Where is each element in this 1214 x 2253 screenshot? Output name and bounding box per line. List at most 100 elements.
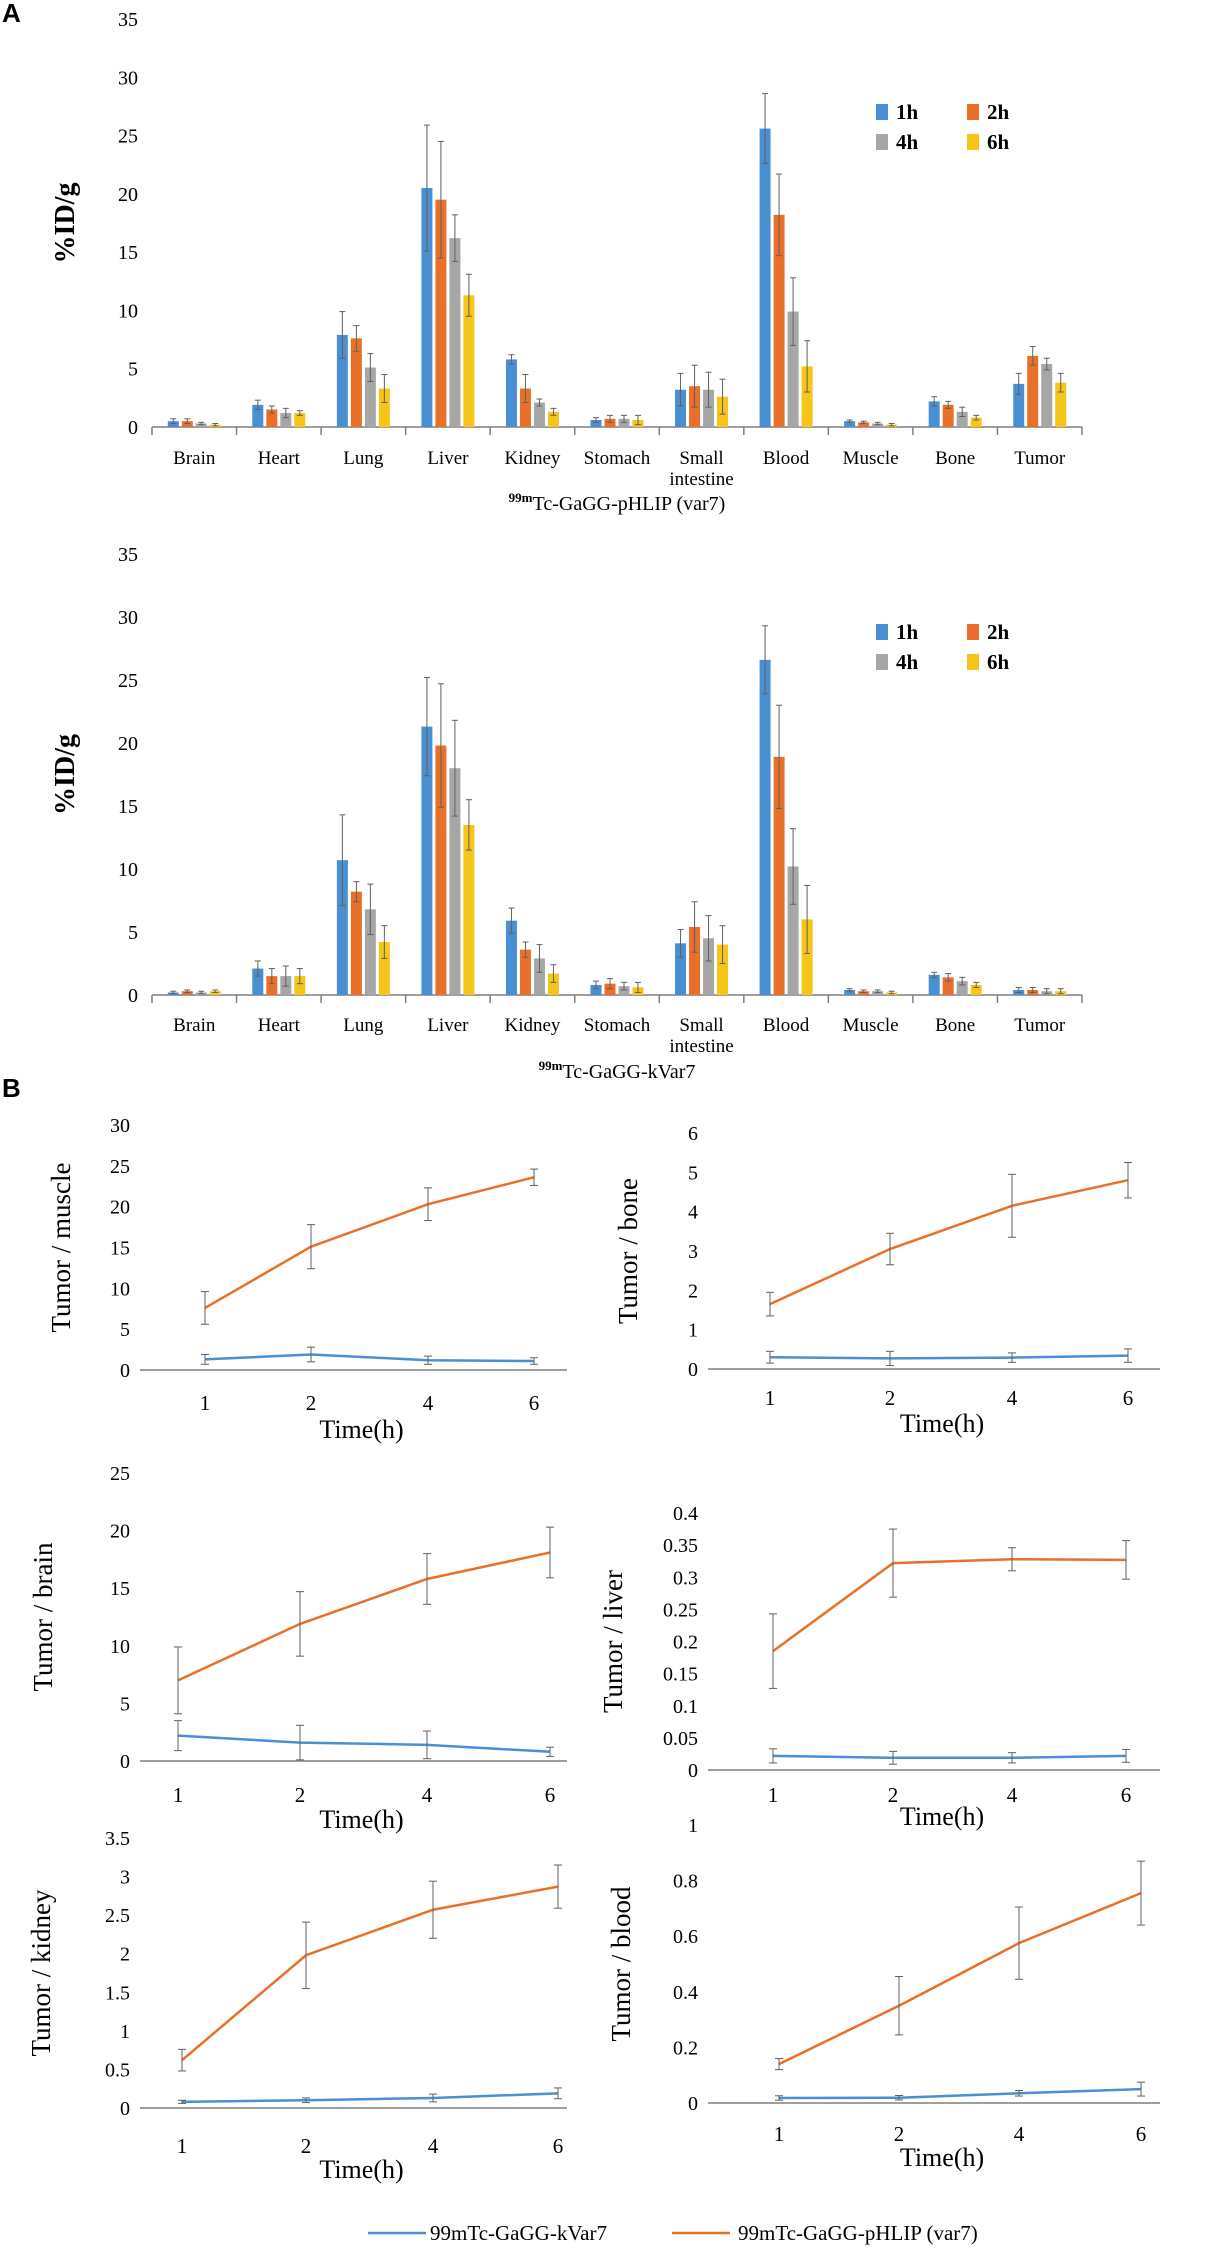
bar xyxy=(519,949,531,995)
bar xyxy=(604,983,616,995)
y-tick-label: 3.5 xyxy=(105,1828,130,1850)
category-label: Liver xyxy=(427,1015,469,1036)
bar xyxy=(703,389,715,427)
x-axis-title: 99mTc-GaGG-pHLIP (var7) xyxy=(509,490,726,515)
y-tick-label: 1 xyxy=(688,1320,698,1342)
x-tick-label: 1 xyxy=(200,1391,211,1415)
bar xyxy=(928,401,940,427)
category-label: Lung xyxy=(343,448,384,469)
legend-swatch xyxy=(967,624,979,640)
legend-swatch xyxy=(967,654,979,670)
bar-chart-2: 0 5 10 15 20 25 30 35 %ID/g Brain Heart Lung Liver Ki… xyxy=(50,544,1083,1083)
bar xyxy=(801,919,813,995)
y-tick-label: 5 xyxy=(688,1162,698,1184)
x-tick-label: 4 xyxy=(1007,1386,1018,1410)
x-tick-label: 2 xyxy=(885,1386,896,1410)
category-label: Tumor xyxy=(1014,1015,1066,1036)
bar xyxy=(209,991,221,995)
y-tick-label: 0 xyxy=(128,985,138,1007)
x-axis-title-main: Tc-GaGG-pHLIP (var7) xyxy=(533,493,726,515)
y-tick-label: 2 xyxy=(688,1280,698,1302)
category-label: Blood xyxy=(763,1015,810,1036)
x-axis-title: 99mTc-GaGG-kVar7 xyxy=(539,1058,696,1083)
line-chart-3: 0 5 10 15 20 25 Tumor / brain 1 2 4 6 Time(h) xyxy=(28,1463,567,1834)
y-tick-label: 35 xyxy=(118,9,138,31)
y-tick-label: 30 xyxy=(110,1115,130,1137)
series-line-phlip xyxy=(204,1176,535,1310)
bar-chart-1: 0 5 10 15 20 25 30 35 %ID/g Brain Heart Lung Liver Ki… xyxy=(50,9,1083,515)
bar xyxy=(970,984,982,995)
bar xyxy=(604,418,616,427)
legend-label: 6h xyxy=(987,130,1010,154)
bar xyxy=(463,295,475,427)
y-tick-label: 0.1 xyxy=(673,1696,698,1718)
bar xyxy=(350,338,362,427)
y-tick-label: 10 xyxy=(110,1636,130,1658)
x-tick-label: 1 xyxy=(765,1386,776,1410)
bar xyxy=(266,976,278,995)
bar xyxy=(844,989,856,995)
bar xyxy=(801,366,813,427)
category-label: Muscle xyxy=(843,1015,899,1036)
category-label: Heart xyxy=(258,448,301,469)
y-tick-label: 20 xyxy=(110,1197,130,1219)
bar xyxy=(449,238,461,427)
bar xyxy=(421,726,433,995)
y-tick-label: 25 xyxy=(110,1156,130,1178)
y-tick-label: 0.2 xyxy=(673,1632,698,1654)
legend-swatch xyxy=(967,134,979,150)
y-axis-title: Tumor / kidney xyxy=(26,1889,56,2057)
series-line-kvar7 xyxy=(177,1734,551,1754)
y-tick-label: 25 xyxy=(110,1463,130,1485)
bottom-legend: 99mTc-GaGG-kVar7 99mTc-GaGG-pHLIP (var7) xyxy=(368,2221,978,2245)
category-label: Stomach xyxy=(584,448,651,469)
y-tick-label: 15 xyxy=(118,242,138,264)
legend-label: 1h xyxy=(896,100,919,124)
y-tick-label: 25 xyxy=(118,126,138,148)
y-tick-label: 5 xyxy=(120,1693,130,1715)
legend-label: 4h xyxy=(896,650,919,674)
y-tick-label: 0.6 xyxy=(673,1926,698,1948)
y-tick-label: 6 xyxy=(688,1123,698,1145)
bar xyxy=(533,958,545,995)
bar xyxy=(336,334,348,427)
bar xyxy=(533,402,545,427)
x-axis-title-superscript: 99m xyxy=(539,1058,563,1073)
category-label: Small xyxy=(679,1015,723,1036)
bar xyxy=(618,418,630,427)
y-tick-label: 10 xyxy=(118,300,138,322)
bar xyxy=(858,422,870,427)
bar xyxy=(759,128,771,427)
y-tick-label: 0 xyxy=(688,2093,698,2115)
bar xyxy=(350,891,362,995)
category-label: Lung xyxy=(343,1015,384,1036)
x-axis-title: Time(h) xyxy=(319,1415,403,1444)
bar xyxy=(181,991,193,995)
x-axis-title: Time(h) xyxy=(319,1805,403,1834)
series-line-phlip xyxy=(177,1551,551,1682)
bar xyxy=(449,768,461,995)
category-label: Tumor xyxy=(1014,448,1066,469)
bar xyxy=(181,421,193,427)
bar xyxy=(773,214,785,427)
category-label: Bone xyxy=(935,1015,975,1036)
y-tick-label: 2.5 xyxy=(105,1905,130,1927)
y-tick-label: 1.5 xyxy=(105,1982,130,2004)
bar xyxy=(364,367,376,427)
y-axis-title: Tumor / bone xyxy=(613,1178,643,1324)
category-label: Liver xyxy=(427,448,469,469)
bar xyxy=(505,920,517,995)
bar xyxy=(266,409,278,427)
panel-label-a: A xyxy=(2,0,21,28)
category-label: Heart xyxy=(258,1015,301,1036)
x-tick-label: 2 xyxy=(306,1391,317,1415)
series-line-phlip xyxy=(772,1558,1127,1653)
x-tick-label: 2 xyxy=(295,1783,306,1807)
y-tick-label: 0.4 xyxy=(673,1982,698,2004)
x-tick-label: 6 xyxy=(553,2134,564,2158)
legend-label: 1h xyxy=(896,620,919,644)
bar xyxy=(787,866,799,995)
bar xyxy=(378,388,390,427)
legend-swatch xyxy=(876,624,888,640)
bar xyxy=(956,981,968,995)
